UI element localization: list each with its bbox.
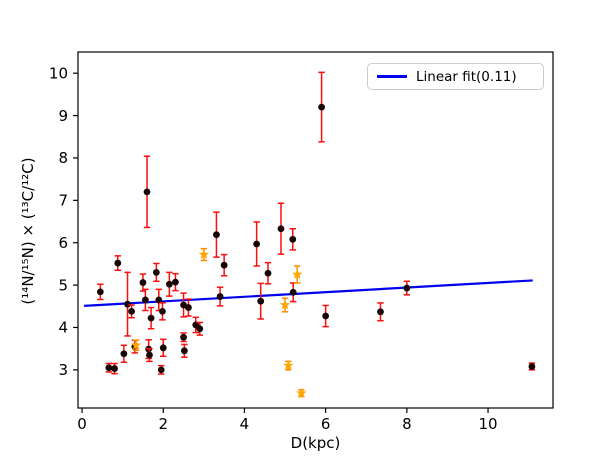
y-tick-label: 8 xyxy=(58,149,68,167)
legend-label: Linear fit(0.11) xyxy=(416,68,517,85)
fit-line xyxy=(84,279,533,307)
x-tick-label: 6 xyxy=(321,415,331,433)
plot-frame xyxy=(77,51,554,409)
data-point xyxy=(180,333,187,341)
data-point xyxy=(528,363,536,370)
star-point xyxy=(279,299,291,310)
data-point xyxy=(111,365,118,372)
data-point xyxy=(185,304,192,311)
data-point xyxy=(157,366,165,374)
x-tick-label: 0 xyxy=(77,415,87,433)
y-tick-label: 10 xyxy=(49,64,68,82)
data-point xyxy=(124,300,131,308)
y-tick-label: 5 xyxy=(58,276,68,294)
data-point xyxy=(165,280,173,288)
data-point xyxy=(318,103,325,111)
star-point xyxy=(130,339,142,350)
data-point xyxy=(114,259,122,267)
y-tick-label: 7 xyxy=(58,192,68,210)
data-point xyxy=(289,235,297,243)
y-tick-label: 4 xyxy=(58,319,68,337)
data-point xyxy=(216,293,224,300)
data-point xyxy=(146,351,153,359)
y-tick-label: 9 xyxy=(58,107,68,125)
y-axis-label: (¹⁴N/¹⁵N) × (¹³C/¹²C) xyxy=(19,157,37,305)
data-point xyxy=(213,231,220,239)
data-point xyxy=(155,296,163,304)
data-point xyxy=(152,268,160,276)
x-tick-label: 10 xyxy=(478,415,497,433)
data-point xyxy=(289,288,297,296)
data-point xyxy=(196,325,204,333)
data-point xyxy=(159,307,166,315)
data-point xyxy=(322,312,330,320)
y-tick-label: 6 xyxy=(58,234,68,252)
star-point xyxy=(283,360,294,371)
data-point xyxy=(105,364,113,372)
star-point xyxy=(292,269,303,279)
star-point xyxy=(198,249,210,259)
data-point xyxy=(253,240,261,248)
x-tick-label: 4 xyxy=(240,415,250,433)
legend: Linear fit(0.11) xyxy=(367,63,544,90)
data-point xyxy=(120,350,128,358)
data-point xyxy=(277,225,285,233)
data-point xyxy=(403,284,411,292)
data-point xyxy=(172,278,179,286)
data-point xyxy=(180,347,188,355)
x-tick-label: 8 xyxy=(402,415,412,433)
data-point xyxy=(220,261,228,269)
data-point xyxy=(147,314,155,322)
data-point xyxy=(143,188,151,196)
x-axis-label: D(kpc) xyxy=(290,434,341,452)
data-point xyxy=(128,307,135,315)
data-point xyxy=(141,296,149,304)
x-tick-label: 2 xyxy=(158,415,168,433)
data-point xyxy=(264,269,272,277)
data-point xyxy=(159,344,167,352)
data-point xyxy=(257,297,265,305)
y-tick-label: 3 xyxy=(58,361,68,379)
data-point xyxy=(377,308,384,316)
data-point xyxy=(139,279,147,286)
data-point xyxy=(96,288,104,296)
legend-line-swatch-icon xyxy=(377,75,407,78)
star-point xyxy=(296,387,307,398)
